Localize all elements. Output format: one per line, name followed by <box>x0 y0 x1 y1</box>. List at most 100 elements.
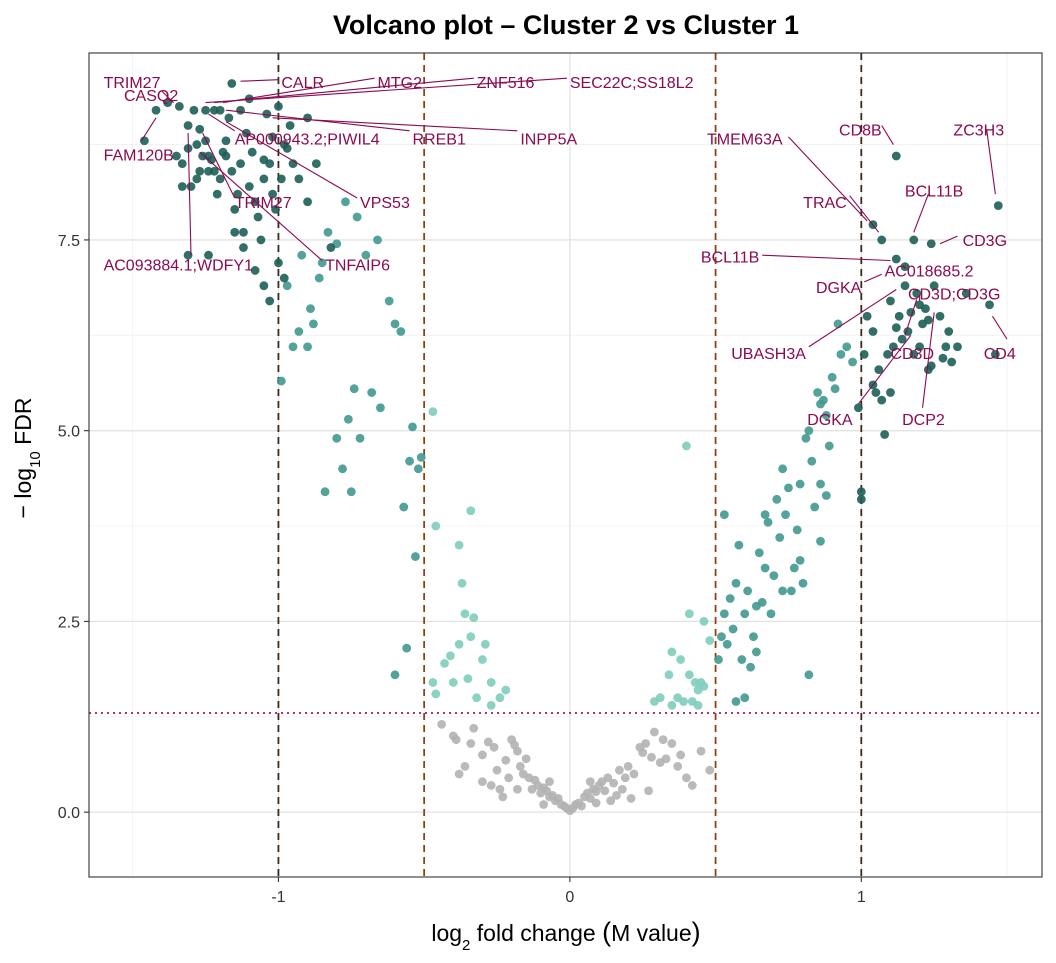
data-point-weak <box>480 639 490 649</box>
data-point-weak <box>664 670 674 680</box>
label-leader-line <box>214 77 474 104</box>
data-point-strong <box>201 136 210 146</box>
label-leader-line <box>913 193 929 233</box>
data-point-mid <box>810 502 820 512</box>
gene-label: DGKA <box>816 280 862 297</box>
data-point-strong <box>279 273 289 283</box>
data-point-ns <box>469 723 479 733</box>
data-point-weak <box>463 674 473 684</box>
label-leader-line <box>240 79 279 82</box>
data-point-strong <box>926 361 936 371</box>
gene-label: TMEM63A <box>707 131 783 148</box>
data-point-mid <box>760 563 770 573</box>
data-point-strong <box>192 140 202 149</box>
data-point-strong <box>947 357 957 367</box>
gene-label: AP000943.2;PIWIL4 <box>235 131 380 148</box>
gene-label: UBASH3A <box>731 346 806 363</box>
data-point-strong <box>891 254 901 264</box>
data-point-strong <box>195 124 205 134</box>
data-point-mid <box>740 609 750 619</box>
data-point-ns <box>676 750 686 760</box>
data-point-mid <box>343 414 353 424</box>
data-point-mid <box>320 487 330 497</box>
label-leader-line <box>939 235 958 245</box>
data-point-strong <box>935 311 945 321</box>
data-point-mid <box>789 563 799 573</box>
data-point-ns <box>460 761 470 771</box>
data-point-ns <box>539 800 549 809</box>
data-point-strong <box>944 327 954 336</box>
data-point-strong <box>279 140 289 149</box>
data-point-weak <box>466 632 476 642</box>
data-point-strong <box>953 342 962 352</box>
data-point-mid <box>719 609 729 619</box>
data-point-mid <box>786 586 796 596</box>
data-point-mid <box>413 464 423 474</box>
data-point-mid <box>746 662 755 672</box>
gene-label: AC093884.1;WDFY1 <box>104 257 254 274</box>
data-point-strong <box>139 136 149 146</box>
label-leader-line <box>187 133 192 256</box>
label-leader-line <box>762 254 891 262</box>
label-leader-line <box>199 151 323 261</box>
data-point-mid <box>731 578 741 588</box>
data-point-mid <box>719 510 729 519</box>
data-point-strong <box>253 212 263 222</box>
data-point-ns <box>615 765 624 775</box>
data-point-mid <box>824 441 834 451</box>
data-point-ns <box>515 761 525 771</box>
data-point-mid <box>804 670 814 680</box>
data-point-strong <box>204 250 213 260</box>
gene-label: ZC3H3 <box>953 122 1004 139</box>
data-point-ns <box>647 752 656 762</box>
gene-label: BCL11B <box>905 183 963 200</box>
x-axis-title: log2 fold change (M value) <box>431 917 700 954</box>
data-point-strong <box>268 132 278 142</box>
data-point-strong <box>265 296 275 306</box>
data-point-strong <box>174 102 184 111</box>
data-point-ns <box>451 735 461 745</box>
gene-label: AC018685.2 <box>885 263 974 280</box>
data-point-ns <box>513 746 522 756</box>
data-point-ns <box>486 781 496 790</box>
data-point-strong <box>929 281 939 291</box>
data-point-ns <box>623 761 633 771</box>
data-point-strong <box>886 388 895 397</box>
gene-label: TRAC <box>803 195 847 212</box>
data-point-mid <box>833 319 843 329</box>
chart-title: Volcano plot – Cluster 2 vs Cluster 1 <box>333 10 799 40</box>
data-point-strong <box>183 250 193 260</box>
data-point-ns <box>658 735 668 745</box>
data-point-strong <box>859 349 869 359</box>
data-point-mid <box>827 372 837 382</box>
label-leader-line <box>167 98 174 104</box>
label-leader-line <box>904 299 918 336</box>
data-point-ns <box>661 754 671 764</box>
data-point-mid <box>306 304 315 313</box>
data-point-weak <box>696 678 706 687</box>
data-point-strong <box>862 311 872 321</box>
data-point-mid <box>282 281 292 291</box>
data-point-mid <box>731 697 741 706</box>
data-point-ns <box>606 796 616 806</box>
data-point-mid <box>807 456 817 466</box>
data-point-strong <box>877 395 887 405</box>
data-point-mid <box>390 319 400 329</box>
data-point-ns <box>682 773 691 783</box>
data-point-mid <box>784 483 793 493</box>
data-point-ns <box>600 786 610 796</box>
data-point-ns <box>498 792 508 802</box>
y-axis-title: − log10 FDR <box>10 398 44 519</box>
threshold-lines <box>89 53 1042 877</box>
gene-label: CD8B <box>839 122 882 139</box>
label-leader-line <box>272 117 518 132</box>
data-point-weak <box>454 639 464 649</box>
data-point-weak <box>472 693 482 703</box>
data-point-strong <box>247 147 257 157</box>
data-point-ns <box>638 748 648 758</box>
data-point-mid <box>317 258 327 268</box>
data-point-strong <box>151 105 161 115</box>
data-point-ns <box>705 765 715 775</box>
data-point-mid <box>775 533 785 542</box>
data-point-mid <box>816 479 825 489</box>
